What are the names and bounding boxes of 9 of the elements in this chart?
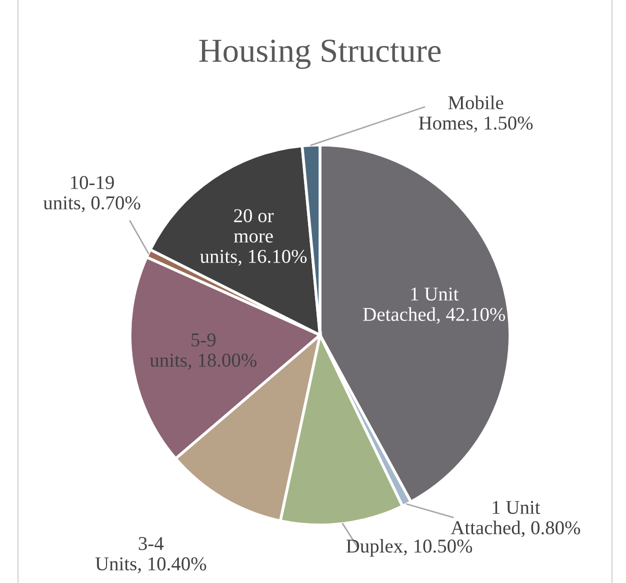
- slice-label: Duplex, 10.50%: [346, 538, 472, 557]
- chart-title: Housing Structure: [199, 40, 441, 69]
- slice-label: 1 Unit Attached, 0.80%: [450, 500, 580, 538]
- slice-label: 10-19 units, 0.70%: [43, 176, 140, 212]
- slice-label: 20 or more units, 16.10%: [200, 209, 307, 266]
- slice-label: Mobile Homes, 1.50%: [418, 96, 533, 132]
- slice-label: 5-9 units, 18.00%: [150, 333, 256, 370]
- slice-label: 3-4 Units, 10.40%: [95, 537, 206, 574]
- slice-label: 1 Unit Detached, 42.10%: [363, 288, 506, 324]
